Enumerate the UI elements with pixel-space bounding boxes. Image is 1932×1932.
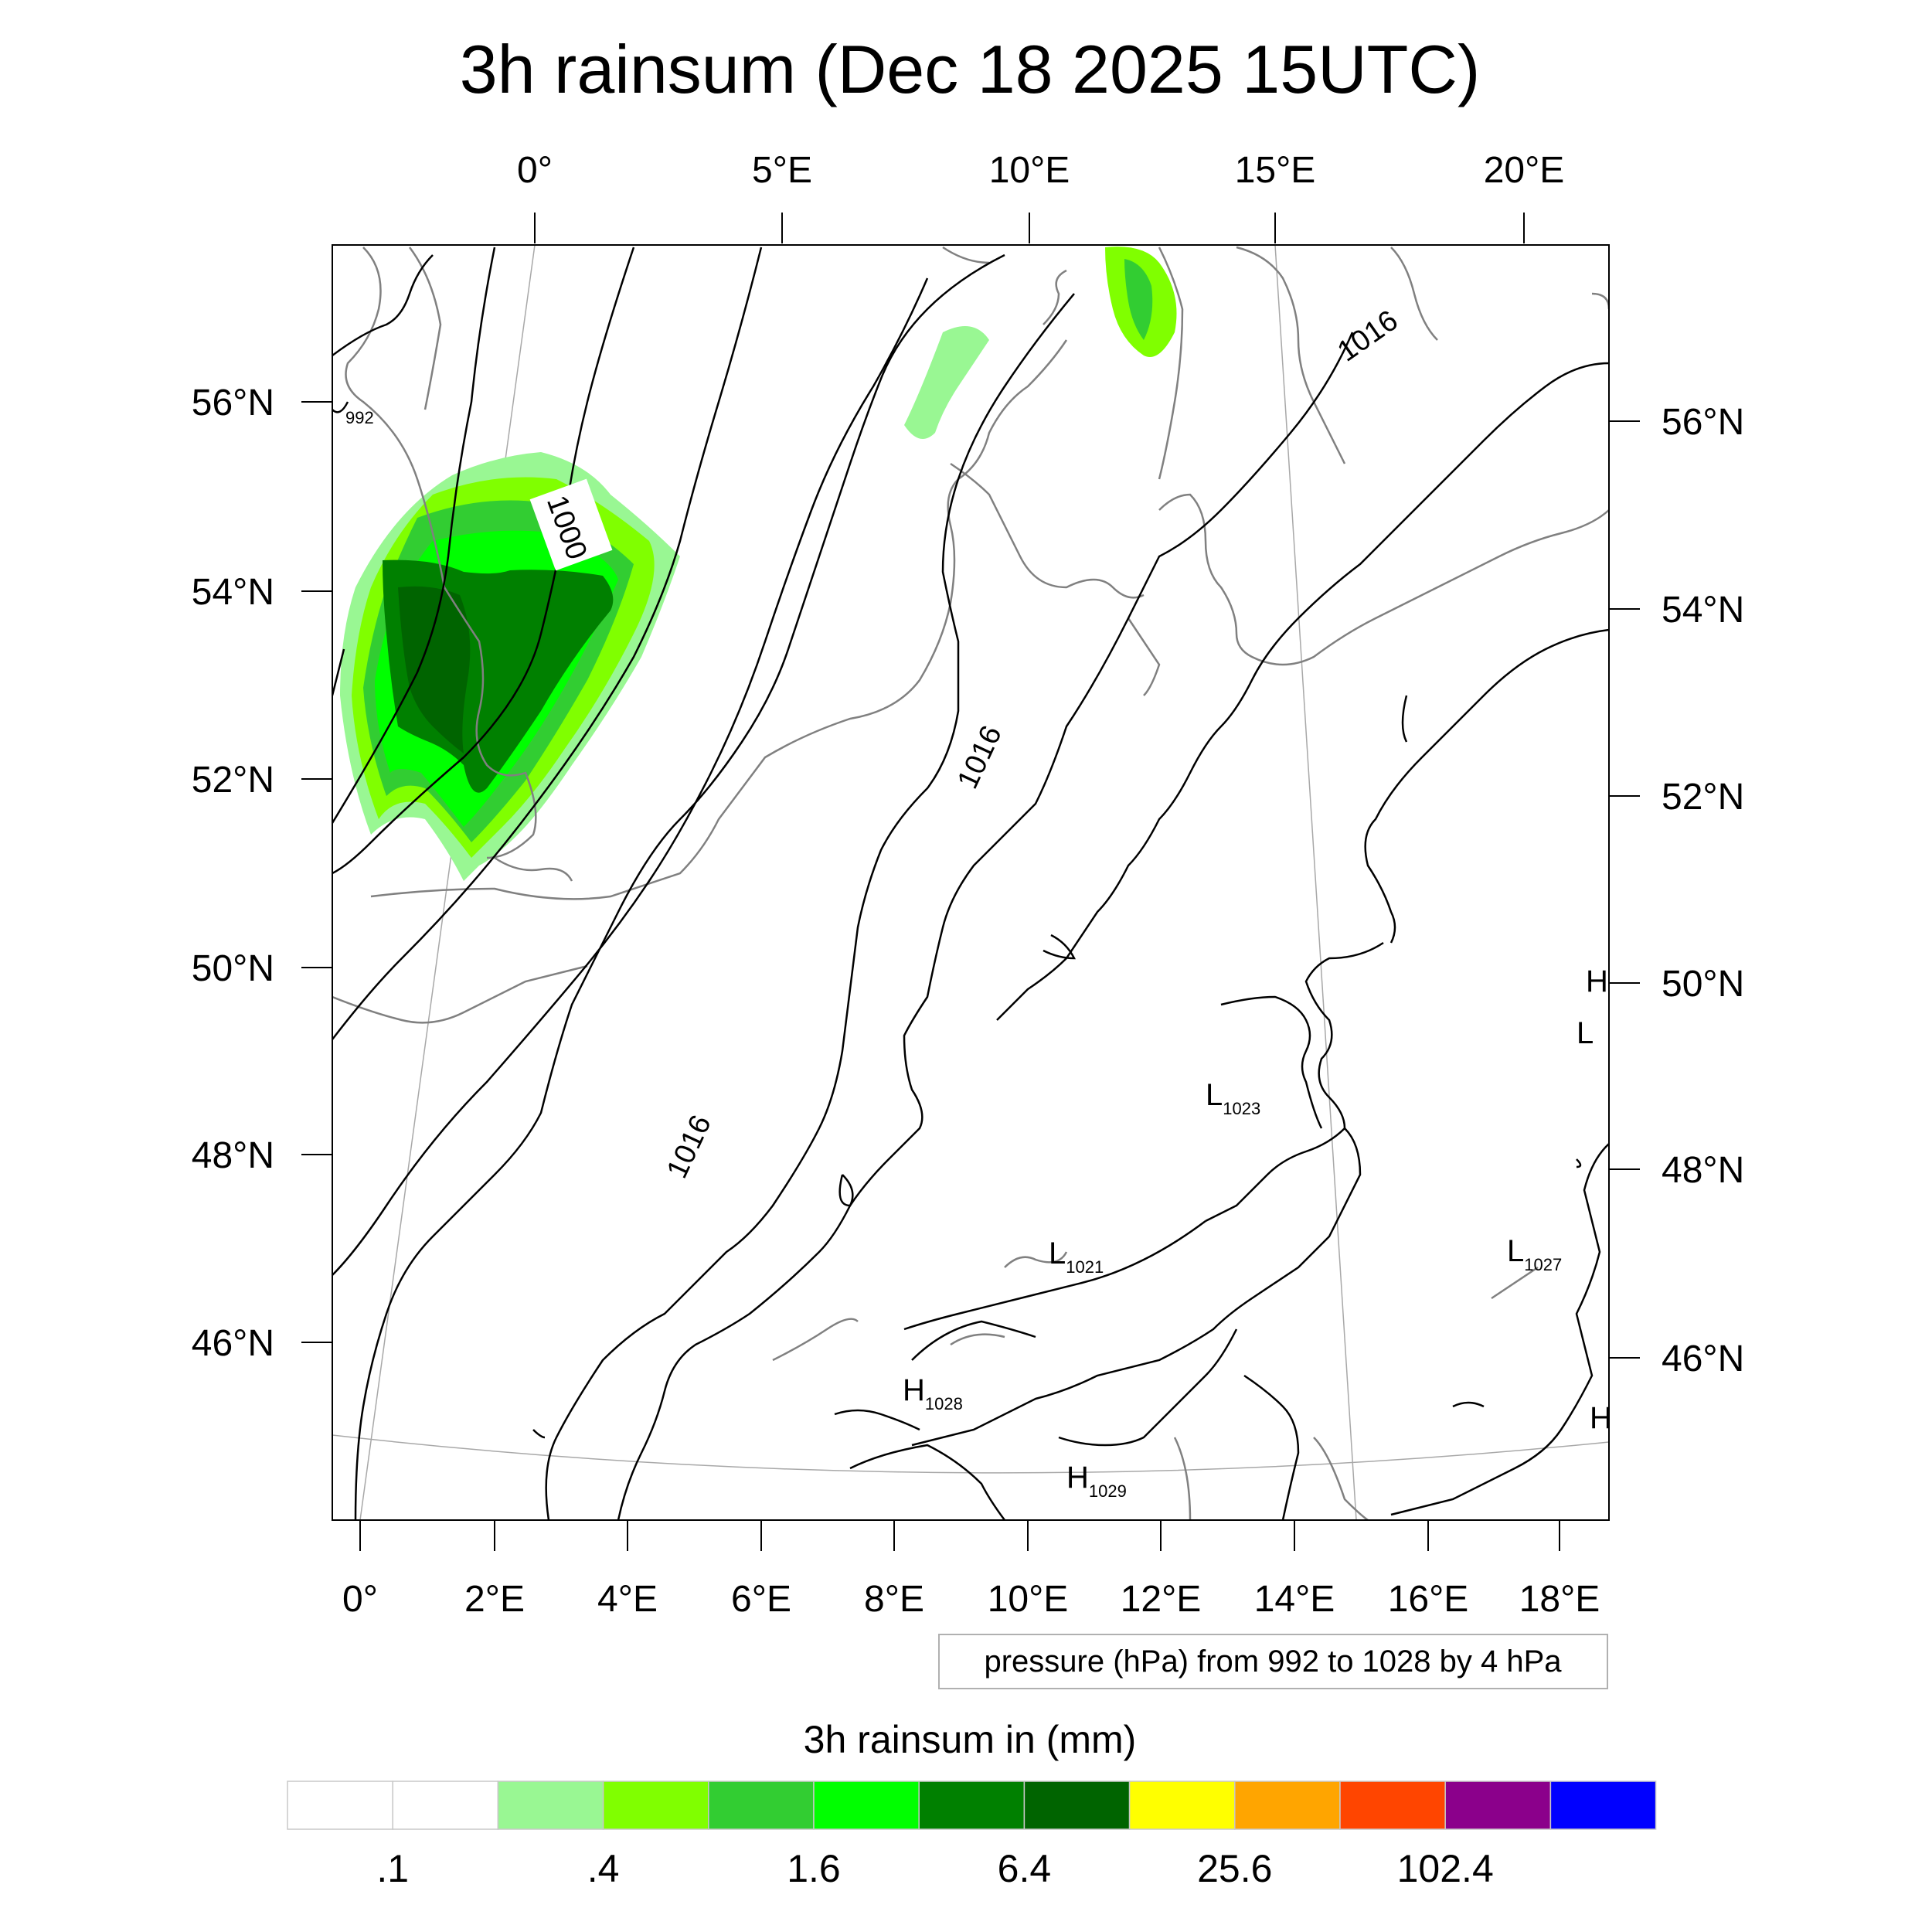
bottom-lon-label: 12°E: [1121, 1579, 1202, 1620]
left-lat-label: 48°N: [192, 1135, 274, 1176]
top-lon-label: 15°E: [1235, 150, 1316, 191]
left-lat-label: 50°N: [192, 948, 274, 989]
top-lon-axis: [534, 213, 1525, 243]
colorbar-swatch: [1234, 1781, 1341, 1830]
right-lat-label: 56°N: [1662, 402, 1744, 443]
top-lon-label: 0°: [517, 150, 553, 191]
left-lat-label: 56°N: [192, 383, 274, 423]
colorbar-swatch: [918, 1781, 1026, 1830]
pressure-note-box: pressure (hPa) from 992 to 1028 by 4 hPa: [938, 1634, 1608, 1689]
high-center-1029: H1029: [1066, 1461, 1127, 1501]
high-center-southeast: H: [1590, 1401, 1612, 1435]
bottom-lon-label: 10°E: [988, 1579, 1069, 1620]
colorbar-title: 3h rainsum in (mm): [804, 1718, 1137, 1761]
right-lat-axis: [1609, 420, 1640, 1359]
left-lat-label: 54°N: [192, 572, 274, 613]
colorbar-swatch: [287, 1781, 393, 1830]
bottom-lon-axis: [359, 1520, 1560, 1551]
left-lat-labels: 56°N 54°N 52°N 50°N 48°N 46°N: [192, 383, 274, 1364]
bottom-lon-label: 0°: [342, 1579, 378, 1620]
colorbar-swatch: [1128, 1781, 1236, 1830]
colorbar-swatch: [813, 1781, 920, 1830]
colorbar-label: 102.4: [1397, 1847, 1494, 1890]
isobar-label-992: 992: [345, 408, 374, 427]
right-lat-label: 52°N: [1662, 777, 1744, 818]
top-lon-label: 10°E: [989, 150, 1070, 191]
high-center-east: H: [1586, 964, 1608, 998]
low-center-east: L: [1577, 1016, 1594, 1050]
colorbar-label: 1.6: [787, 1847, 841, 1890]
map-panel: 1000 992 1016 1016 1016 L1023 L1021 L102…: [332, 245, 1612, 1520]
bottom-lon-label: 2°E: [464, 1579, 525, 1620]
map-frame: [332, 244, 1610, 1521]
rain-field: [340, 247, 1177, 881]
right-lat-labels: 56°N 54°N 52°N 50°N 48°N 46°N: [1662, 402, 1744, 1379]
isobars: [332, 247, 1609, 1520]
map-title: 3h rainsum (Dec 18 2025 15UTC): [460, 31, 1481, 107]
right-lat-label: 48°N: [1662, 1150, 1744, 1191]
left-lat-axis: [301, 401, 332, 1343]
coastlines: [332, 246, 1609, 1520]
bottom-lon-labels: 0° 2°E 4°E 6°E 8°E 10°E 12°E 14°E 16°E 1…: [342, 1579, 1600, 1620]
right-lat-label: 50°N: [1662, 964, 1744, 1005]
low-center-1027: L1027: [1507, 1234, 1562, 1274]
rain-heavy-region: [398, 586, 471, 753]
top-lon-label: 20°E: [1484, 150, 1565, 191]
colorbar-swatch: [1549, 1781, 1657, 1830]
low-center-1023: L1023: [1206, 1078, 1260, 1118]
colorbar: [287, 1781, 1657, 1830]
colorbar-label: .1: [376, 1847, 409, 1890]
bottom-lon-label: 18°E: [1519, 1579, 1600, 1620]
colorbar-label: .4: [587, 1847, 620, 1890]
colorbar-swatch: [392, 1781, 499, 1830]
low-center-1021: L1021: [1049, 1236, 1104, 1277]
bottom-lon-label: 16°E: [1388, 1579, 1469, 1620]
top-lon-label: 5°E: [752, 150, 812, 191]
colorbar-swatch: [1023, 1781, 1131, 1830]
pressure-centers: L1023 L1021 L1027 H1028 H1029 H L H: [903, 964, 1612, 1501]
top-lon-labels: 0° 5°E 10°E 15°E 20°E: [517, 150, 1564, 191]
left-lat-label: 46°N: [192, 1323, 274, 1364]
rain-light-scatter: [904, 326, 989, 439]
colorbar-swatch: [708, 1781, 815, 1830]
bottom-lon-label: 4°E: [597, 1579, 658, 1620]
high-center-1028: H1028: [903, 1373, 963, 1413]
colorbar-label: 6.4: [998, 1847, 1052, 1890]
colorbar-labels: .1 .4 1.6 6.4 25.6 102.4: [376, 1847, 1493, 1890]
colorbar-swatch: [1339, 1781, 1446, 1830]
colorbar-swatch: [1444, 1781, 1552, 1830]
pressure-note: pressure (hPa) from 992 to 1028 by 4 hPa: [984, 1645, 1562, 1679]
bottom-lon-label: 14°E: [1254, 1579, 1335, 1620]
bottom-lon-label: 6°E: [731, 1579, 791, 1620]
right-lat-label: 54°N: [1662, 590, 1744, 631]
colorbar-label: 25.6: [1197, 1847, 1272, 1890]
colorbar-swatch: [497, 1781, 604, 1830]
bottom-lon-label: 8°E: [864, 1579, 924, 1620]
colorbar-swatch: [602, 1781, 709, 1830]
left-lat-label: 52°N: [192, 760, 274, 801]
right-lat-label: 46°N: [1662, 1338, 1744, 1379]
rain-sweden-core: [1124, 259, 1153, 340]
